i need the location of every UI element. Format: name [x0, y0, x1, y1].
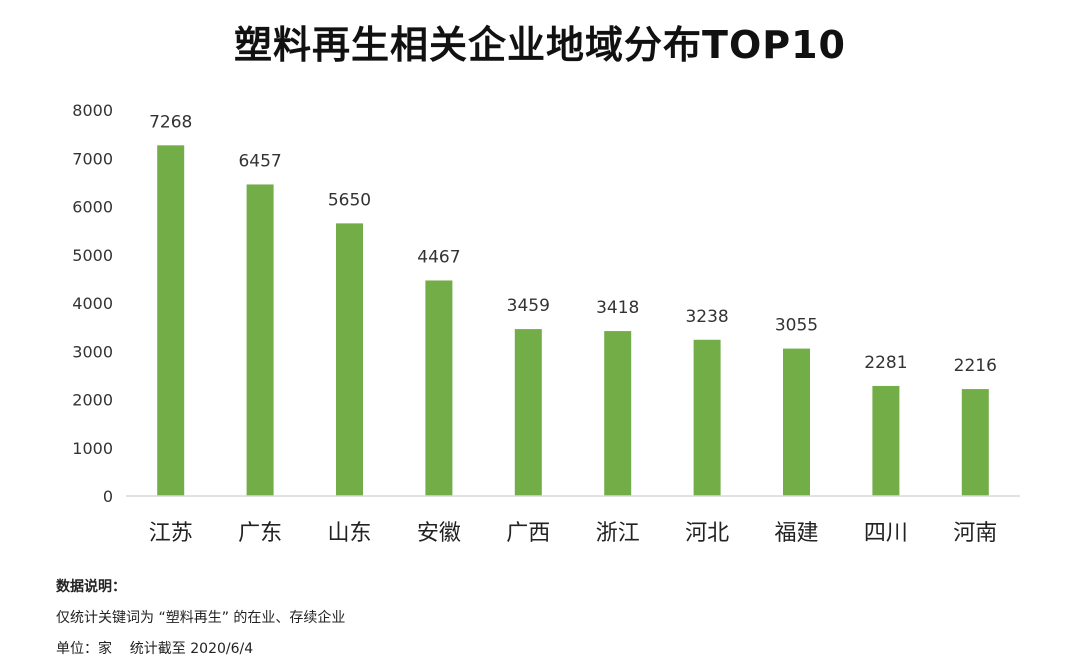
bar	[157, 145, 185, 496]
bar	[246, 184, 274, 496]
bar	[425, 280, 453, 496]
y-tick-label: 5000	[72, 246, 113, 265]
y-axis: 0 1000 2000 3000 4000 5000 6000 7000 8000	[72, 101, 113, 506]
data-label: 3459	[507, 296, 550, 316]
x-axis: 江苏 广东 山东 安徽 广西 浙江 河北 福建 四川 河南	[126, 495, 1020, 546]
y-tick-label: 0	[103, 487, 113, 506]
category-label: 浙江	[596, 521, 640, 546]
bars: 7268 6457 5650 4467 3459 3418 3238 3055 2281 2216	[149, 112, 997, 496]
data-label: 4467	[417, 247, 460, 267]
data-label: 2216	[954, 356, 997, 376]
y-tick-label: 8000	[72, 101, 113, 120]
bar	[336, 223, 363, 496]
bar	[872, 385, 900, 496]
bar-chart: 0 1000 2000 3000 4000 5000 6000 7000 8000 7268 64…	[72, 101, 1020, 546]
data-label: 3055	[775, 316, 818, 336]
notes-line-2: 单位：家 统计截至 2020/6/4	[56, 641, 254, 657]
data-label: 7268	[149, 112, 192, 132]
data-label: 2281	[864, 353, 907, 373]
category-label: 四川	[864, 521, 908, 546]
bar	[514, 329, 542, 496]
data-label: 5650	[328, 190, 371, 210]
category-label: 河南	[953, 521, 997, 546]
y-tick-label: 7000	[72, 149, 113, 168]
bar	[961, 389, 989, 496]
category-label: 广西	[506, 521, 550, 546]
y-tick-label: 2000	[72, 391, 113, 410]
notes-line-1: 仅统计关键词为 “塑料再生” 的在业、存续企业	[56, 610, 346, 626]
data-notes: 数据说明： 仅统计关键词为 “塑料再生” 的在业、存续企业 单位：家 统计截至 …	[56, 572, 345, 665]
data-label: 6457	[238, 151, 281, 171]
category-label: 河北	[685, 521, 729, 546]
chart-title: 塑料再生相关企业地域分布TOP10	[234, 23, 846, 67]
data-label: 3238	[685, 307, 728, 327]
y-tick-label: 4000	[72, 294, 113, 313]
y-tick-label: 6000	[72, 198, 113, 217]
data-label: 3418	[596, 298, 639, 318]
category-label: 安徽	[417, 521, 461, 546]
category-label: 山东	[327, 521, 371, 546]
category-label: 江苏	[149, 521, 193, 546]
y-tick-label: 3000	[72, 342, 113, 361]
y-tick-label: 1000	[72, 439, 113, 458]
bar	[693, 339, 721, 496]
bar	[604, 331, 632, 496]
bar	[783, 348, 810, 496]
notes-heading: 数据说明：	[56, 579, 126, 595]
category-label: 福建	[774, 521, 818, 546]
category-label: 广东	[238, 521, 282, 546]
